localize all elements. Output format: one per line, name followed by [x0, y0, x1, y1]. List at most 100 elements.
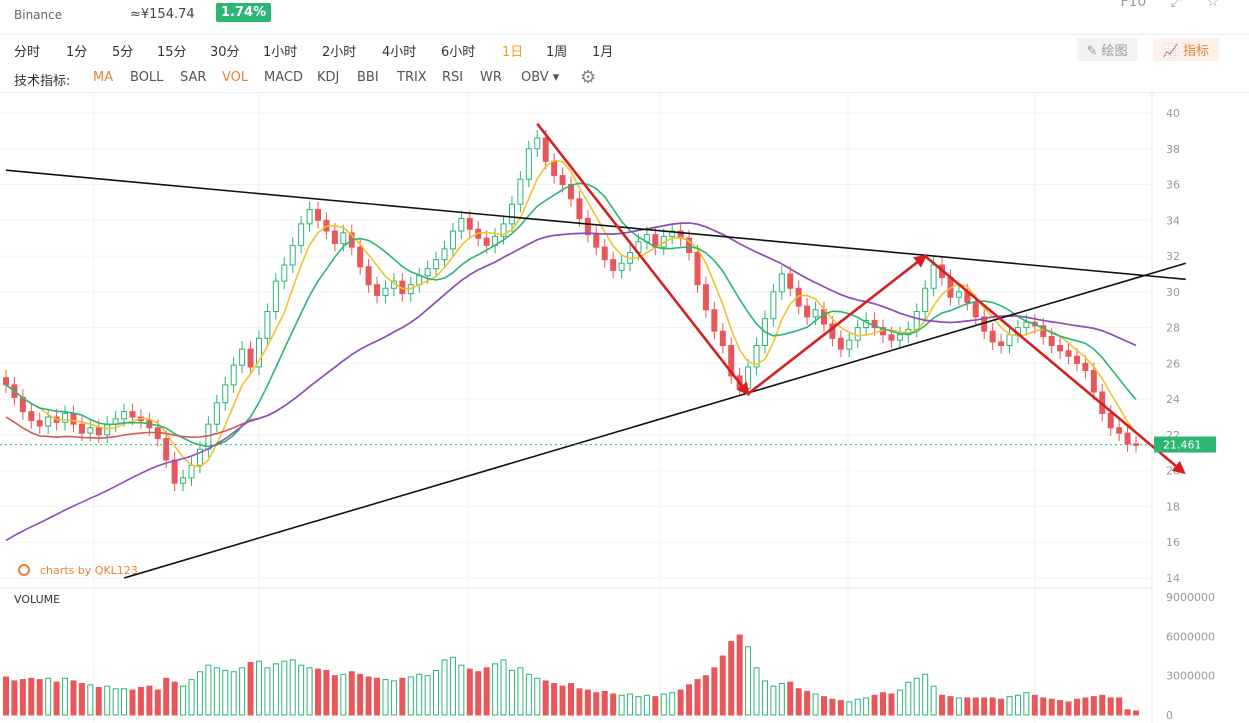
candle-26	[222, 384, 229, 404]
timeframe-1[interactable]: 1分	[66, 45, 88, 60]
candle-7	[62, 412, 69, 423]
fullscreen-icon[interactable]: ⤢	[1170, 0, 1182, 10]
volume-bar-4	[36, 679, 43, 716]
volume-bar-82	[694, 679, 701, 716]
indicator-10[interactable]: OBV ▾	[521, 70, 560, 85]
candle-37	[315, 209, 322, 221]
timeframe-6[interactable]: 2小时	[322, 45, 357, 60]
candle-69	[584, 218, 591, 236]
candle-27	[230, 364, 237, 386]
candle-60	[508, 203, 515, 225]
ma5-line	[5, 159, 1137, 468]
trend-arrow-1	[747, 254, 928, 395]
indicator-4[interactable]: MACD	[264, 70, 303, 85]
volume-bar-134	[1133, 710, 1139, 716]
candle-105	[888, 334, 895, 341]
timeframe-10[interactable]: 1周	[546, 45, 568, 60]
candle-11	[95, 427, 102, 436]
price-tick-1: 38	[1166, 143, 1180, 156]
volume-bar-81	[686, 684, 693, 716]
indicator-button[interactable]: 📈 指标	[1152, 38, 1219, 61]
volume-bar-42	[357, 673, 364, 716]
volume-bar-40	[340, 673, 347, 716]
timeframe-11[interactable]: 1月	[592, 45, 614, 60]
price-pane	[0, 93, 1152, 588]
candle-55	[466, 218, 473, 230]
indicator-5[interactable]: KDJ	[317, 70, 340, 85]
candle-28	[239, 348, 246, 366]
candle-65	[551, 160, 558, 177]
indicator-7[interactable]: TRIX	[397, 70, 427, 85]
indicator-9[interactable]: WR	[480, 70, 502, 85]
draw-button[interactable]: ✎ 绘图	[1076, 38, 1138, 61]
volume-bar-43	[365, 676, 372, 716]
volume-bar-22	[188, 679, 195, 716]
indicator-2[interactable]: SAR	[180, 70, 207, 85]
volume-bar-72	[610, 693, 617, 716]
timeframe-0[interactable]: 分时	[14, 45, 41, 60]
candle-21	[180, 477, 187, 484]
candle-124	[1048, 336, 1055, 346]
candle-59	[500, 223, 507, 237]
volume-bar-118	[998, 698, 1005, 716]
candle-101	[854, 327, 861, 341]
timeframe-bar: 分时 1分 5分 15分 30分 1小时 2小时 4小时 6小时 1日 1周 1月	[0, 34, 1249, 63]
timeframe-8[interactable]: 6小时	[441, 45, 476, 60]
volume-bar-33	[281, 660, 288, 716]
volume-bar-55	[466, 668, 473, 716]
price-tick-13: 14	[1166, 572, 1180, 585]
candle-100	[846, 339, 853, 350]
candle-57	[483, 237, 490, 246]
candle-83	[702, 284, 709, 311]
volume-bar-97	[820, 696, 827, 716]
timeframe-3[interactable]: 15分	[157, 45, 187, 60]
exchange-name: Binance	[14, 8, 63, 22]
volume-bar-122	[1031, 694, 1038, 716]
candle-52	[441, 248, 448, 261]
timeframe-9[interactable]: 1日	[502, 45, 524, 60]
indicator-1[interactable]: BOLL	[130, 70, 164, 85]
candle-126	[1065, 350, 1072, 357]
candle-25	[213, 402, 220, 425]
price-tag-bg	[1154, 436, 1216, 453]
volume-bar-96	[812, 693, 819, 716]
gear-icon[interactable]: ⚙	[580, 67, 597, 88]
volume-bar-67	[568, 683, 574, 716]
change-badge: 1.74%	[216, 3, 272, 22]
indicator-label: 技术指标:	[14, 74, 71, 89]
candle-61	[517, 178, 524, 205]
candle-8	[70, 412, 77, 425]
volume-bar-2	[19, 679, 26, 716]
candle-121	[1023, 321, 1030, 329]
candle-73	[618, 262, 625, 271]
indicator-0[interactable]: MA	[93, 70, 114, 85]
volume-bar-5	[45, 677, 52, 716]
timeframe-4[interactable]: 30分	[210, 45, 240, 60]
volume-bar-121	[1023, 692, 1030, 716]
candle-19	[163, 438, 170, 461]
candle-43	[365, 266, 372, 286]
f10-button[interactable]: F10	[1120, 0, 1147, 10]
volume-bar-12	[104, 685, 111, 716]
timeframe-7[interactable]: 4小时	[382, 45, 417, 60]
candle-71	[601, 246, 608, 261]
candle-82	[694, 252, 701, 286]
volume-bar-52	[441, 659, 448, 716]
volume-bar-104	[880, 692, 887, 716]
indicator-3[interactable]: VOL	[222, 70, 249, 85]
candle-95	[804, 305, 811, 318]
volume-bar-80	[677, 689, 684, 716]
timeframe-2[interactable]: 5分	[112, 45, 134, 60]
star-icon[interactable]: ☆	[1206, 0, 1219, 10]
candle-86	[728, 345, 735, 377]
timeframe-5[interactable]: 1小时	[263, 45, 298, 60]
volume-bar-94	[795, 688, 802, 716]
indicator-6[interactable]: BBI	[357, 70, 379, 85]
indicator-8[interactable]: RSI	[442, 70, 464, 85]
volume-bar-24	[205, 664, 212, 716]
candle-44	[374, 284, 381, 296]
candle-110	[930, 264, 937, 289]
volume-bar-56	[475, 671, 482, 716]
volume-bar-60	[508, 669, 515, 716]
